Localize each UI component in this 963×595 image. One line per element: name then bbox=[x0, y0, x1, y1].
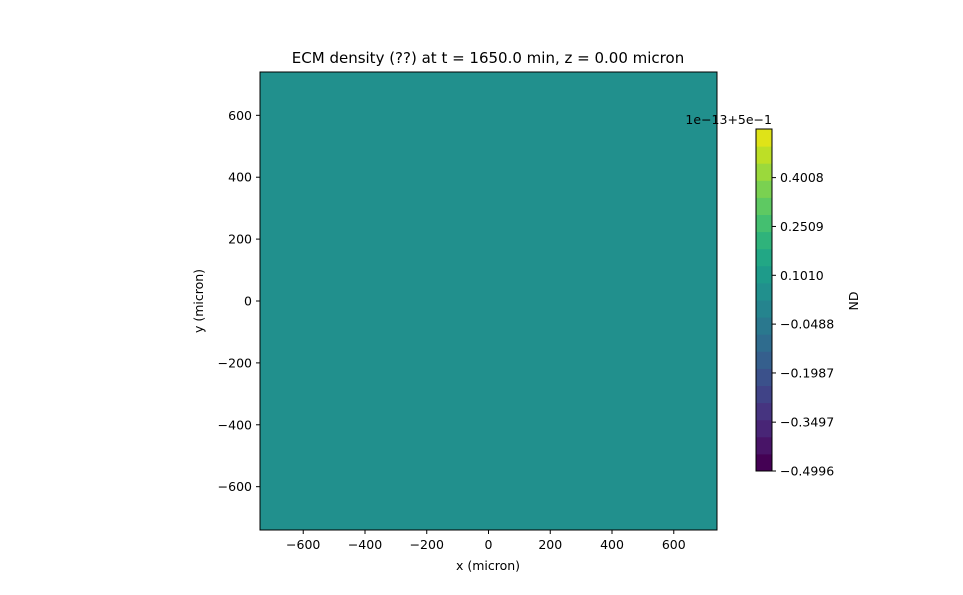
y-tick-label: 400 bbox=[228, 170, 252, 185]
colorbar-tick-label: −0.4996 bbox=[780, 464, 834, 479]
x-tick-label: −600 bbox=[286, 537, 320, 552]
y-tick-label: 0 bbox=[244, 294, 252, 309]
colorbar: 0.4008 0.2509 0.1010 −0.0488 −0.1987 −0.3497 −… bbox=[685, 112, 861, 479]
colorbar-label: ND bbox=[846, 292, 861, 311]
heatmap-field bbox=[260, 72, 717, 530]
colorbar-segment bbox=[756, 402, 772, 421]
colorbar-tick-label: −0.1987 bbox=[780, 365, 834, 380]
colorbar-tick-label: 0.1010 bbox=[780, 268, 824, 283]
colorbar-segment bbox=[756, 197, 772, 215]
colorbar-segment bbox=[756, 436, 772, 455]
colorbar-tick-label: −0.0488 bbox=[780, 317, 834, 332]
colorbar-segment bbox=[756, 385, 772, 404]
colorbar-ticks: 0.4008 0.2509 0.1010 −0.0488 −0.1987 −0.3497 −… bbox=[772, 170, 834, 479]
plot-area: −600 −400 −200 0 200 400 600 600 400 200 0 −200 −40… bbox=[218, 71, 718, 552]
y-tick-label: −400 bbox=[218, 417, 252, 432]
colorbar-tick-label: 0.2509 bbox=[780, 219, 824, 234]
colorbar-segment bbox=[756, 146, 772, 164]
y-axis-label: y (micron) bbox=[191, 269, 206, 333]
y-tick-label: −600 bbox=[218, 479, 252, 494]
chart-title: ECM density (??) at t = 1650.0 min, z = … bbox=[292, 49, 684, 67]
colorbar-tick-label: −0.3497 bbox=[780, 415, 834, 430]
x-axis-label: x (micron) bbox=[456, 558, 520, 573]
colorbar-segment bbox=[756, 180, 772, 198]
colorbar-offset-text: 1e−13+5e−1 bbox=[685, 112, 772, 127]
x-tick-label: 600 bbox=[662, 537, 686, 552]
x-axis-ticks: −600 −400 −200 0 200 400 600 bbox=[286, 530, 686, 552]
colorbar-segment bbox=[756, 419, 772, 438]
colorbar-segment bbox=[756, 351, 772, 369]
colorbar-segment bbox=[756, 265, 772, 284]
x-tick-label: 0 bbox=[485, 537, 493, 552]
y-tick-label: 600 bbox=[228, 108, 252, 123]
colorbar-segment bbox=[756, 334, 772, 352]
colorbar-segment bbox=[756, 317, 772, 335]
colorbar-tick-label: 0.4008 bbox=[780, 170, 824, 185]
x-tick-label: −200 bbox=[410, 537, 444, 552]
colorbar-segment bbox=[756, 231, 772, 250]
colorbar-segment bbox=[756, 129, 772, 147]
y-tick-label: 200 bbox=[228, 232, 252, 247]
y-axis-ticks: 600 400 200 0 −200 −400 −600 bbox=[218, 108, 260, 494]
colorbar-segment bbox=[756, 214, 772, 233]
x-tick-label: 200 bbox=[538, 537, 562, 552]
colorbar-segment bbox=[756, 453, 772, 472]
colorbar-segment bbox=[756, 248, 772, 267]
colorbar-segment bbox=[756, 163, 772, 181]
colorbar-segments bbox=[756, 129, 772, 472]
x-tick-label: 400 bbox=[600, 537, 624, 552]
colorbar-segment bbox=[756, 300, 772, 318]
colorbar-segment bbox=[756, 282, 772, 301]
y-tick-label: −200 bbox=[218, 355, 252, 370]
colorbar-frame bbox=[755, 128, 773, 472]
colorbar-segment bbox=[756, 368, 772, 386]
x-tick-label: −400 bbox=[348, 537, 382, 552]
